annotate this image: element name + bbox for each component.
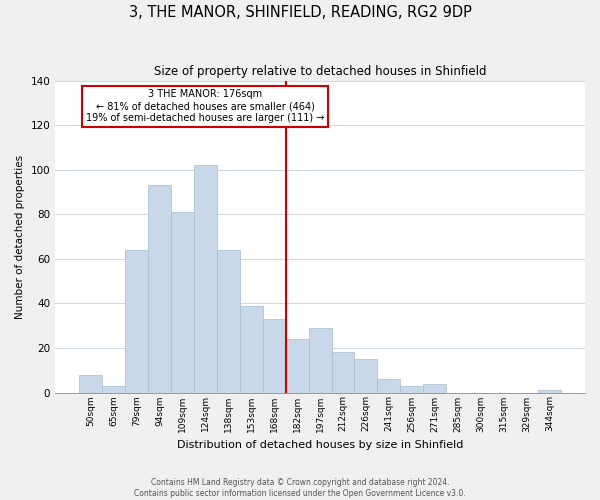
Text: 3, THE MANOR, SHINFIELD, READING, RG2 9DP: 3, THE MANOR, SHINFIELD, READING, RG2 9D… <box>128 5 472 20</box>
Bar <box>125 250 148 392</box>
Bar <box>79 374 102 392</box>
Y-axis label: Number of detached properties: Number of detached properties <box>15 154 25 318</box>
Bar <box>400 386 423 392</box>
Bar <box>286 339 308 392</box>
Bar <box>538 390 561 392</box>
Bar <box>308 328 332 392</box>
Bar <box>355 359 377 392</box>
Bar <box>171 212 194 392</box>
Bar <box>240 306 263 392</box>
Bar <box>102 386 125 392</box>
Text: Contains HM Land Registry data © Crown copyright and database right 2024.
Contai: Contains HM Land Registry data © Crown c… <box>134 478 466 498</box>
Text: 3 THE MANOR: 176sqm
← 81% of detached houses are smaller (464)
19% of semi-detac: 3 THE MANOR: 176sqm ← 81% of detached ho… <box>86 90 325 122</box>
Bar <box>194 165 217 392</box>
Bar <box>377 379 400 392</box>
Bar <box>148 186 171 392</box>
Bar <box>332 352 355 393</box>
Bar <box>263 319 286 392</box>
X-axis label: Distribution of detached houses by size in Shinfield: Distribution of detached houses by size … <box>177 440 463 450</box>
Bar <box>423 384 446 392</box>
Bar <box>217 250 240 392</box>
Title: Size of property relative to detached houses in Shinfield: Size of property relative to detached ho… <box>154 65 487 78</box>
